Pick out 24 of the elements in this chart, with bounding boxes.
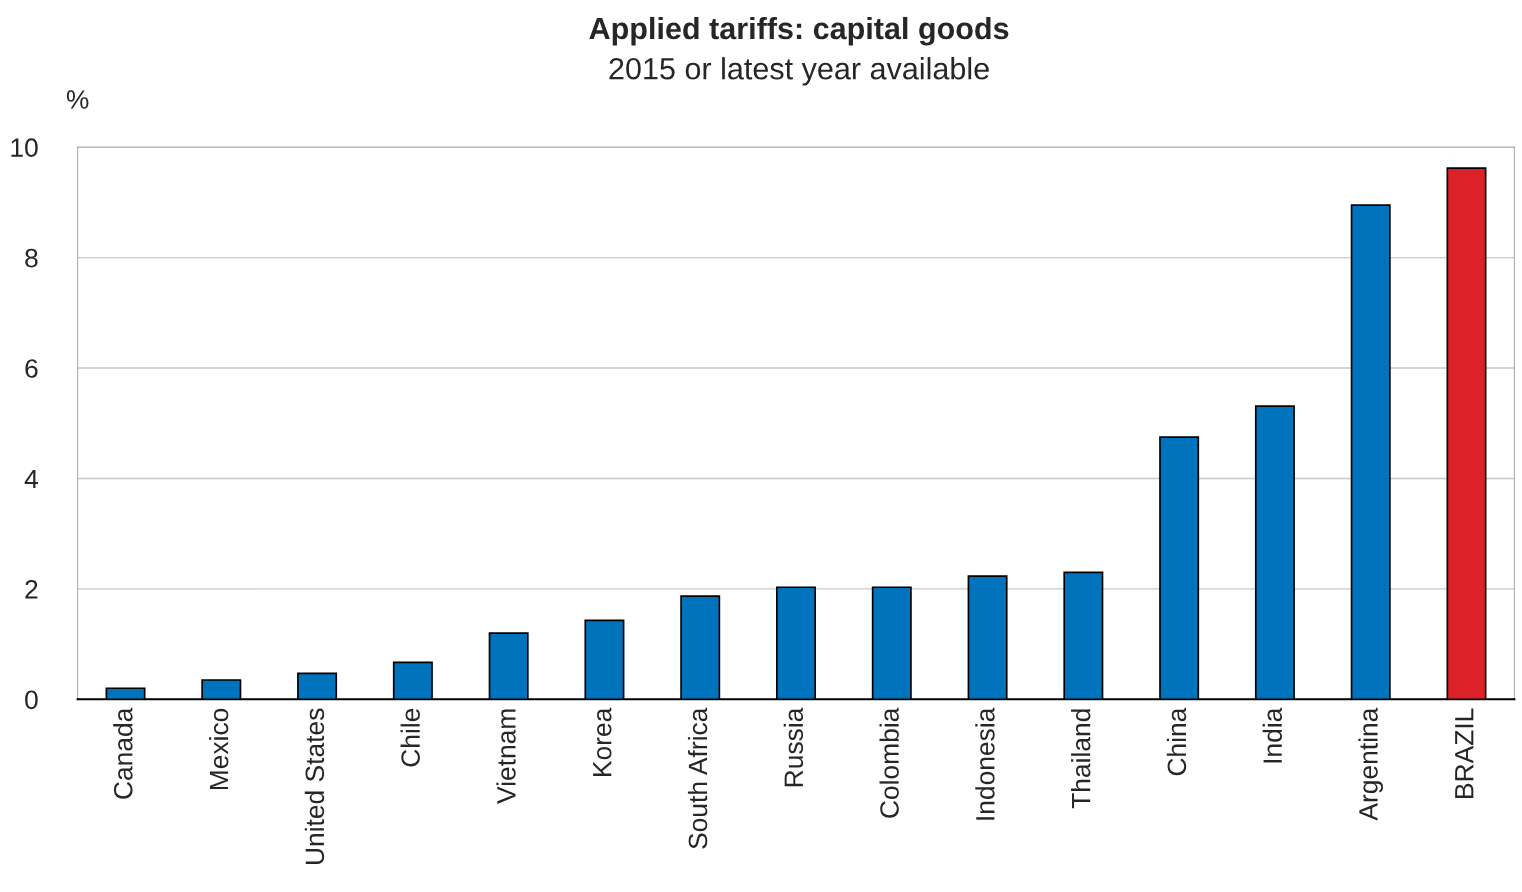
- y-tick-label: 0: [25, 690, 38, 710]
- x-tick-label: Russia: [783, 707, 804, 787]
- x-tick-label: China: [1166, 707, 1187, 776]
- x-tick-label: South Africa: [687, 707, 708, 849]
- chart-subtitle: 2015 or latest year available: [609, 57, 989, 86]
- x-tick-label: Argentina: [1358, 707, 1384, 821]
- x-tick-label: Korea: [593, 707, 612, 776]
- y-tick-label: 8: [25, 248, 38, 268]
- x-tick-label: Thailand: [1071, 709, 1091, 809]
- x-tick-label: Chile: [400, 708, 420, 767]
- x-tick-label: BRAZIL: [1455, 708, 1474, 798]
- y-tick-label: 6: [25, 359, 38, 378]
- x-tick-label: Vietnam: [496, 709, 516, 804]
- x-tick-label: Mexico: [209, 708, 229, 790]
- y-axis-title: %: [66, 90, 89, 109]
- x-tick-label: Indonesia: [975, 707, 995, 820]
- y-tick-label: 10: [11, 138, 38, 157]
- x-tick-label: Colombia: [879, 707, 899, 818]
- y-tick-label: 4: [24, 469, 38, 489]
- chart-title: Applied tariffs: capital goods: [589, 16, 1009, 46]
- y-tick-label: 2: [25, 580, 38, 599]
- x-tick-label: India: [1262, 707, 1283, 763]
- x-tick-label: Canada: [113, 707, 133, 799]
- x-tick-label: United States: [304, 708, 325, 865]
